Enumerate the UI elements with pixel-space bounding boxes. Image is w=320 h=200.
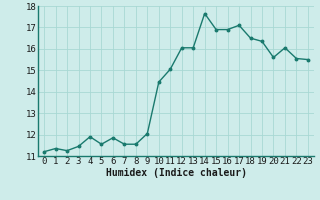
X-axis label: Humidex (Indice chaleur): Humidex (Indice chaleur) [106,168,246,178]
